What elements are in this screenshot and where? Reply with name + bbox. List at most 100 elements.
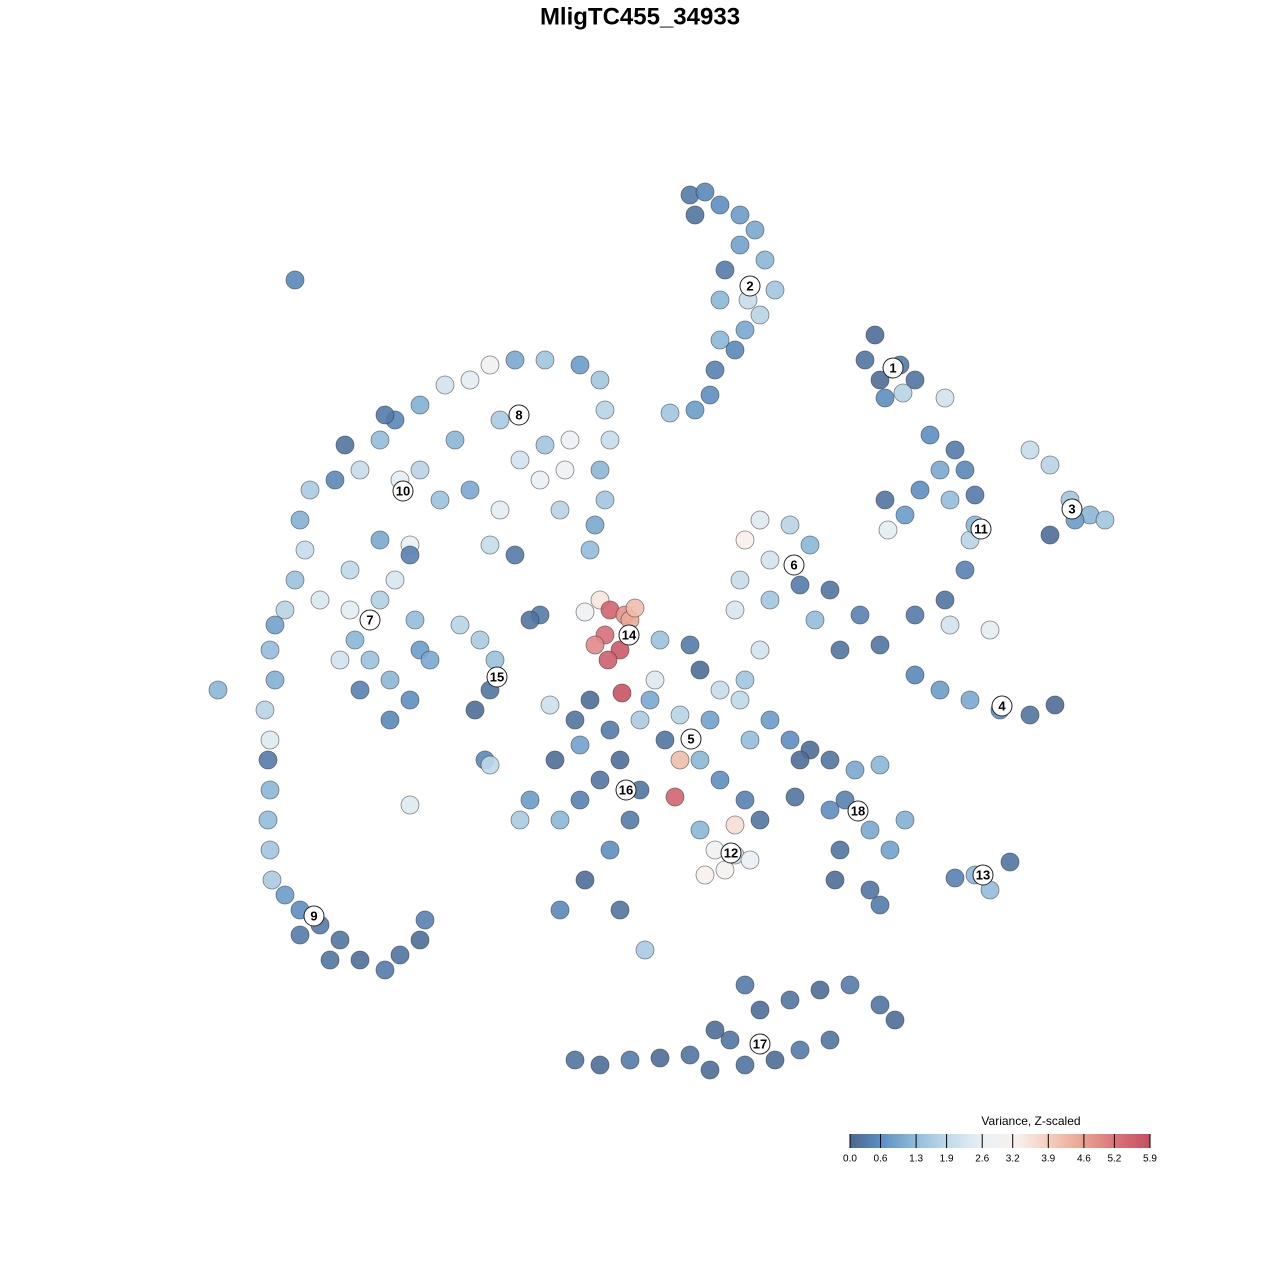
cluster-label: 8: [515, 407, 522, 422]
point: [905, 665, 925, 685]
cluster-marker: [882, 357, 904, 379]
point: [510, 810, 530, 830]
point: [720, 1030, 740, 1050]
point: [935, 590, 955, 610]
cluster-marker: [618, 624, 640, 646]
cluster-marker: [392, 480, 414, 502]
cluster-marker: [508, 404, 530, 426]
point: [565, 710, 585, 730]
point: [1020, 440, 1040, 460]
point: [520, 790, 540, 810]
point: [730, 690, 750, 710]
point: [870, 755, 890, 775]
point: [340, 600, 360, 620]
point: [570, 735, 590, 755]
chart-title: MligTC455_34933: [540, 3, 740, 30]
point: [805, 610, 825, 630]
point: [370, 430, 390, 450]
point: [370, 590, 390, 610]
point: [895, 810, 915, 830]
point: [930, 460, 950, 480]
point: [930, 680, 950, 700]
point: [350, 680, 370, 700]
point: [700, 385, 720, 405]
point: [878, 520, 898, 540]
point: [550, 810, 570, 830]
point: [855, 350, 875, 370]
point: [1000, 852, 1020, 872]
cluster-label: 18: [851, 803, 865, 818]
point: [400, 690, 420, 710]
point: [660, 403, 680, 423]
point: [290, 510, 310, 530]
point: [760, 710, 780, 730]
point: [765, 1050, 785, 1070]
colorbar-tick-label: 5.2: [1107, 1154, 1121, 1165]
point: [330, 930, 350, 950]
point: [295, 540, 315, 560]
point: [760, 550, 780, 570]
point: [420, 650, 440, 670]
point: [390, 945, 410, 965]
point: [360, 650, 380, 670]
point: [600, 720, 620, 740]
point: [825, 870, 845, 890]
point: [670, 705, 690, 725]
point: [860, 820, 880, 840]
point: [380, 710, 400, 730]
point: [710, 680, 730, 700]
point: [460, 480, 480, 500]
point: [905, 370, 925, 390]
point: [405, 610, 425, 630]
point: [470, 630, 490, 650]
colorbar-tick-label: 3.9: [1041, 1154, 1055, 1165]
point: [730, 205, 750, 225]
point: [410, 460, 430, 480]
point: [258, 810, 278, 830]
colorbar-title: Variance, Z-scaled: [981, 1114, 1080, 1128]
cluster-marker: [991, 695, 1013, 717]
point: [880, 840, 900, 860]
point: [265, 615, 285, 635]
point: [840, 975, 860, 995]
point: [635, 940, 655, 960]
point: [1040, 525, 1060, 545]
point: [375, 405, 395, 425]
cluster-marker: [972, 864, 994, 886]
point: [785, 787, 805, 807]
cluster-marker: [749, 1033, 771, 1055]
point: [735, 790, 755, 810]
cluster-marker: [783, 554, 805, 576]
cluster-marker: [970, 518, 992, 540]
point: [820, 800, 840, 820]
point: [750, 640, 770, 660]
cluster-marker: [1061, 498, 1083, 520]
point: [700, 1060, 720, 1080]
point: [705, 360, 725, 380]
point: [400, 545, 420, 565]
point: [260, 840, 280, 860]
point: [275, 600, 295, 620]
point: [435, 375, 455, 395]
point: [590, 770, 610, 790]
point: [480, 535, 500, 555]
cluster-marker: [359, 609, 381, 631]
point: [535, 350, 555, 370]
point: [595, 400, 615, 420]
point: [935, 388, 955, 408]
cluster-label: 1: [889, 360, 896, 375]
point: [415, 910, 435, 930]
point: [550, 900, 570, 920]
point: [735, 530, 755, 550]
point: [540, 695, 560, 715]
point: [535, 435, 555, 455]
point: [865, 325, 885, 345]
colorbar: [850, 1134, 1150, 1148]
point: [920, 425, 940, 445]
point: [285, 570, 305, 590]
cluster-label: 11: [974, 521, 988, 536]
point: [612, 683, 632, 703]
point: [940, 615, 960, 635]
point: [690, 660, 710, 680]
